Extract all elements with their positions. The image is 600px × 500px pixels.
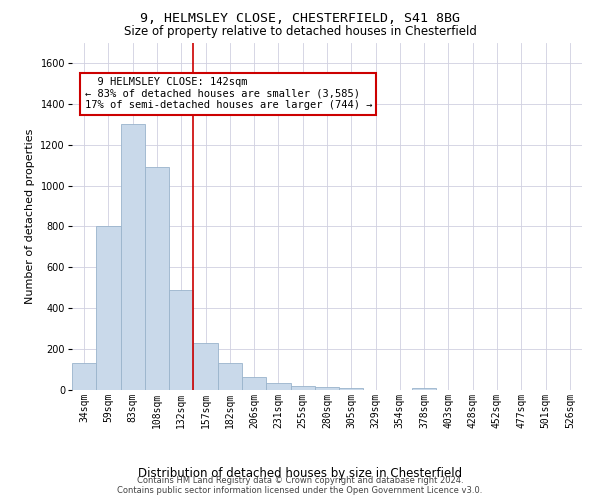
- Text: 9 HELMSLEY CLOSE: 142sqm
← 83% of detached houses are smaller (3,585)
17% of sem: 9 HELMSLEY CLOSE: 142sqm ← 83% of detach…: [85, 77, 372, 110]
- Y-axis label: Number of detached properties: Number of detached properties: [25, 128, 35, 304]
- Bar: [339, 388, 364, 390]
- Bar: [315, 387, 339, 390]
- Bar: [96, 226, 121, 390]
- Bar: [412, 388, 436, 390]
- Bar: [169, 290, 193, 390]
- Text: 9, HELMSLEY CLOSE, CHESTERFIELD, S41 8BG: 9, HELMSLEY CLOSE, CHESTERFIELD, S41 8BG: [140, 12, 460, 26]
- Bar: [145, 167, 169, 390]
- Bar: [242, 376, 266, 390]
- Bar: [121, 124, 145, 390]
- Bar: [193, 343, 218, 390]
- Bar: [266, 383, 290, 390]
- Text: Size of property relative to detached houses in Chesterfield: Size of property relative to detached ho…: [124, 25, 476, 38]
- Bar: [72, 364, 96, 390]
- Bar: [218, 364, 242, 390]
- Text: Distribution of detached houses by size in Chesterfield: Distribution of detached houses by size …: [138, 468, 462, 480]
- Bar: [290, 386, 315, 390]
- Text: Contains HM Land Registry data © Crown copyright and database right 2024.
Contai: Contains HM Land Registry data © Crown c…: [118, 476, 482, 495]
